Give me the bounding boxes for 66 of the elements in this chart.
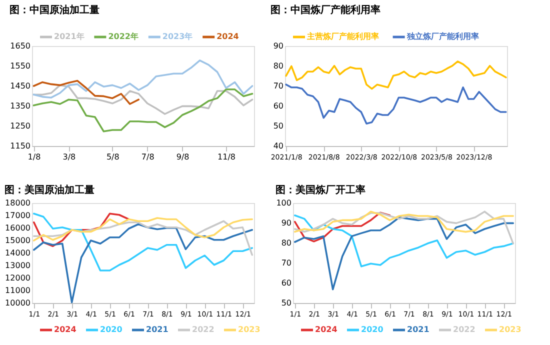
- line-series: [294, 210, 514, 244]
- line-series: [32, 84, 254, 115]
- line-series: [32, 60, 254, 98]
- x-tick-label: 3/8: [62, 152, 76, 162]
- line-series: [294, 210, 514, 233]
- legend-label: 2023: [499, 325, 522, 334]
- line-series: [294, 216, 514, 290]
- line-series: [285, 60, 507, 90]
- y-tick-label: 11000: [5, 286, 30, 295]
- legend-label: 2024: [54, 325, 77, 334]
- y-tick-label: 1250: [10, 122, 30, 130]
- line-series: [32, 212, 254, 272]
- line-series: [294, 214, 514, 268]
- x-tick-label: 5/8: [106, 152, 120, 162]
- y-tick-label: 1450: [10, 82, 30, 90]
- legend-label: 2020: [100, 325, 123, 334]
- line-series: [294, 212, 391, 242]
- y-tick-label: 80: [273, 62, 284, 70]
- y-tick-label: 70: [273, 82, 284, 90]
- legend-label: 2024: [216, 32, 240, 41]
- legend-label: 2021年: [54, 32, 84, 41]
- line-series: [32, 88, 254, 132]
- y-tick-label: 14000: [5, 248, 30, 258]
- line-series: [32, 217, 254, 242]
- chart-title: 图：中国原油加工量: [10, 4, 100, 16]
- y-tick-label: 18000: [5, 198, 30, 208]
- y-tick-label: 50: [281, 298, 292, 308]
- chart-title: 图：美国原油加工量: [4, 184, 95, 196]
- legend-label: 主营炼厂产能利用率: [306, 31, 379, 41]
- line-series: [32, 212, 130, 248]
- line-series: [32, 220, 254, 256]
- y-tick-label: 17000: [5, 211, 30, 220]
- y-tick-label: 1350: [10, 102, 30, 110]
- line-series: [285, 84, 507, 124]
- y-tick-label: 15000: [5, 236, 30, 245]
- y-tick-label: 90: [281, 218, 292, 228]
- line-series: [32, 80, 140, 105]
- legend-label: 2021: [146, 325, 169, 334]
- y-tick-label: 50: [273, 122, 284, 130]
- legend-label: 独立炼厂产能利用率: [406, 31, 479, 41]
- text: 2020: [361, 325, 384, 334]
- y-tick-label: 100: [276, 198, 292, 208]
- legend-label: 2023年: [162, 32, 193, 41]
- y-tick-label: 16000: [5, 224, 30, 232]
- x-tick-label: 11/8: [218, 152, 236, 162]
- y-tick-label: 90: [273, 42, 284, 50]
- y-tick-label: 12000: [5, 274, 30, 282]
- chart-title: 图：中国炼厂产能利用率: [270, 4, 380, 16]
- x-tick-label: 7/8: [141, 152, 154, 162]
- x-tick-label: 1/8: [28, 152, 41, 162]
- y-tick-label: 70: [281, 258, 292, 268]
- text: 2024: [315, 325, 338, 334]
- x-tick-label: 9/8: [176, 152, 190, 162]
- y-tick-label: 1150: [10, 142, 30, 150]
- y-tick-label: 60: [281, 278, 292, 288]
- legend-label: 2021: [407, 325, 430, 334]
- y-tick-label: 13000: [5, 261, 30, 270]
- legend-label: 2023: [238, 325, 260, 334]
- y-tick-label: 1650: [10, 42, 30, 50]
- chart-title: 图：美国炼厂开工率: [276, 184, 366, 196]
- y-tick-label: 1550: [10, 62, 30, 70]
- y-tick-label: 60: [273, 102, 284, 110]
- y-tick-label: 40: [273, 142, 284, 150]
- legend-label: 2022年: [108, 32, 138, 41]
- y-tick-label: 80: [281, 238, 292, 248]
- y-tick-label: 10000: [5, 298, 30, 308]
